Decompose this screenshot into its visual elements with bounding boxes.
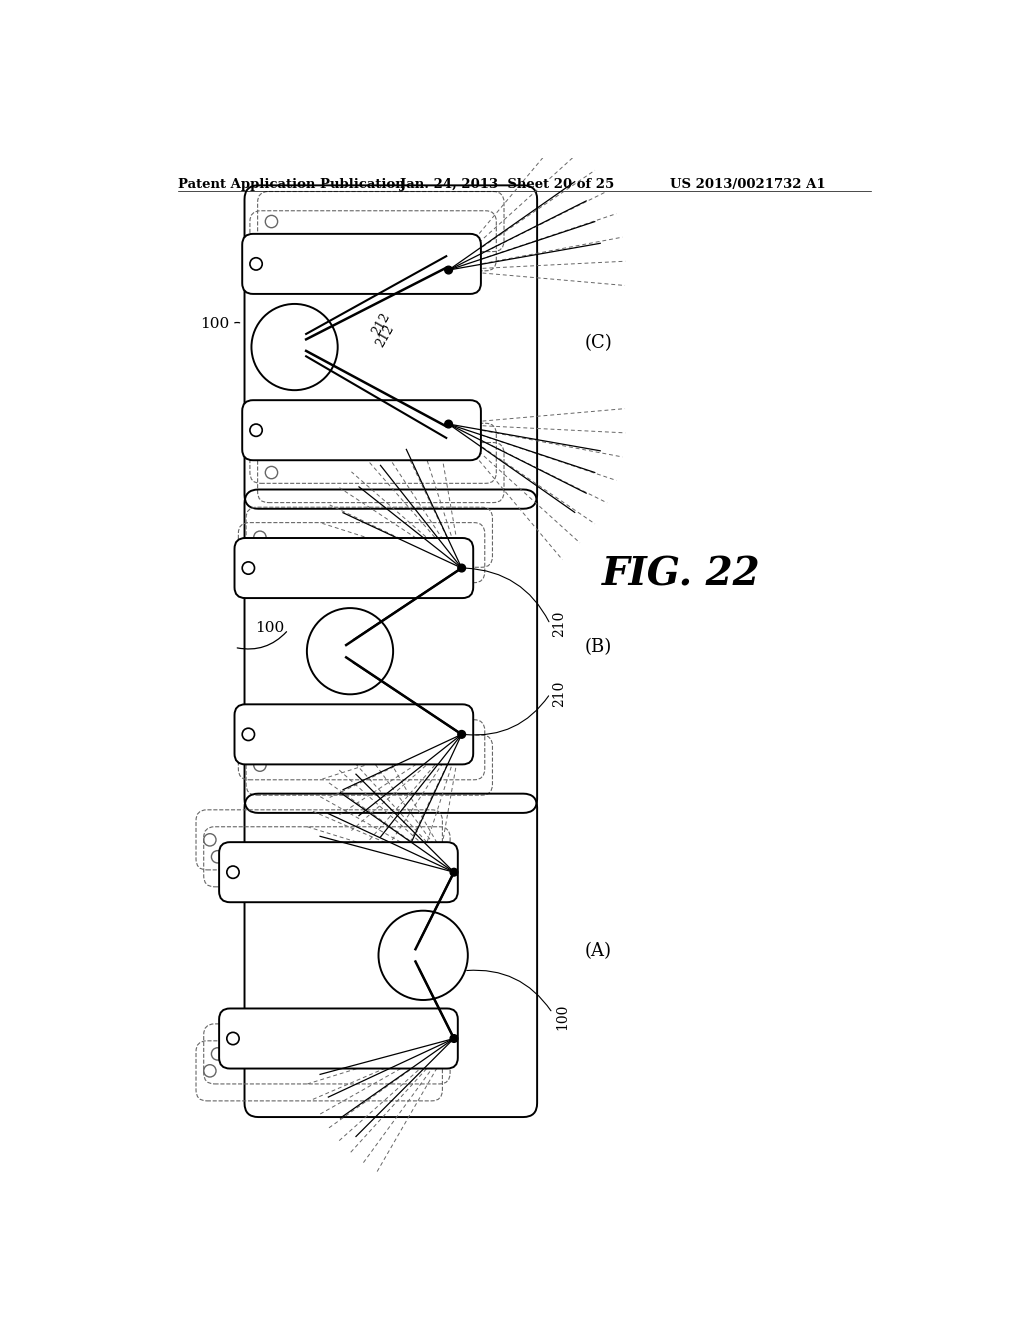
Circle shape xyxy=(444,420,453,428)
Text: 210: 210 xyxy=(553,680,566,706)
Circle shape xyxy=(458,730,466,738)
Circle shape xyxy=(451,1035,458,1043)
Text: 100: 100 xyxy=(255,622,285,635)
Text: 212: 212 xyxy=(373,322,396,348)
Text: 100: 100 xyxy=(200,317,229,331)
Circle shape xyxy=(307,609,393,694)
FancyBboxPatch shape xyxy=(234,705,473,764)
Circle shape xyxy=(451,869,458,876)
FancyBboxPatch shape xyxy=(243,234,481,294)
Text: US 2013/0021732 A1: US 2013/0021732 A1 xyxy=(670,178,825,190)
Text: (A): (A) xyxy=(585,942,612,961)
Circle shape xyxy=(379,911,468,1001)
Text: 212: 212 xyxy=(370,310,392,338)
Circle shape xyxy=(250,257,262,271)
FancyBboxPatch shape xyxy=(243,400,481,461)
Circle shape xyxy=(444,267,453,275)
Circle shape xyxy=(226,1032,240,1044)
Circle shape xyxy=(250,424,262,437)
Text: (C): (C) xyxy=(585,334,612,352)
Text: FIG. 22: FIG. 22 xyxy=(602,556,761,593)
FancyBboxPatch shape xyxy=(219,1008,458,1069)
Circle shape xyxy=(243,562,255,574)
Circle shape xyxy=(243,729,255,741)
Text: Patent Application Publication: Patent Application Publication xyxy=(178,178,406,190)
Text: (B): (B) xyxy=(585,639,612,656)
FancyBboxPatch shape xyxy=(234,539,473,598)
Circle shape xyxy=(226,866,240,878)
Text: 100: 100 xyxy=(556,1003,569,1030)
Circle shape xyxy=(252,304,338,391)
Text: 210: 210 xyxy=(553,611,566,638)
FancyBboxPatch shape xyxy=(219,842,458,903)
Text: Jan. 24, 2013  Sheet 20 of 25: Jan. 24, 2013 Sheet 20 of 25 xyxy=(400,178,614,190)
Circle shape xyxy=(458,564,466,572)
